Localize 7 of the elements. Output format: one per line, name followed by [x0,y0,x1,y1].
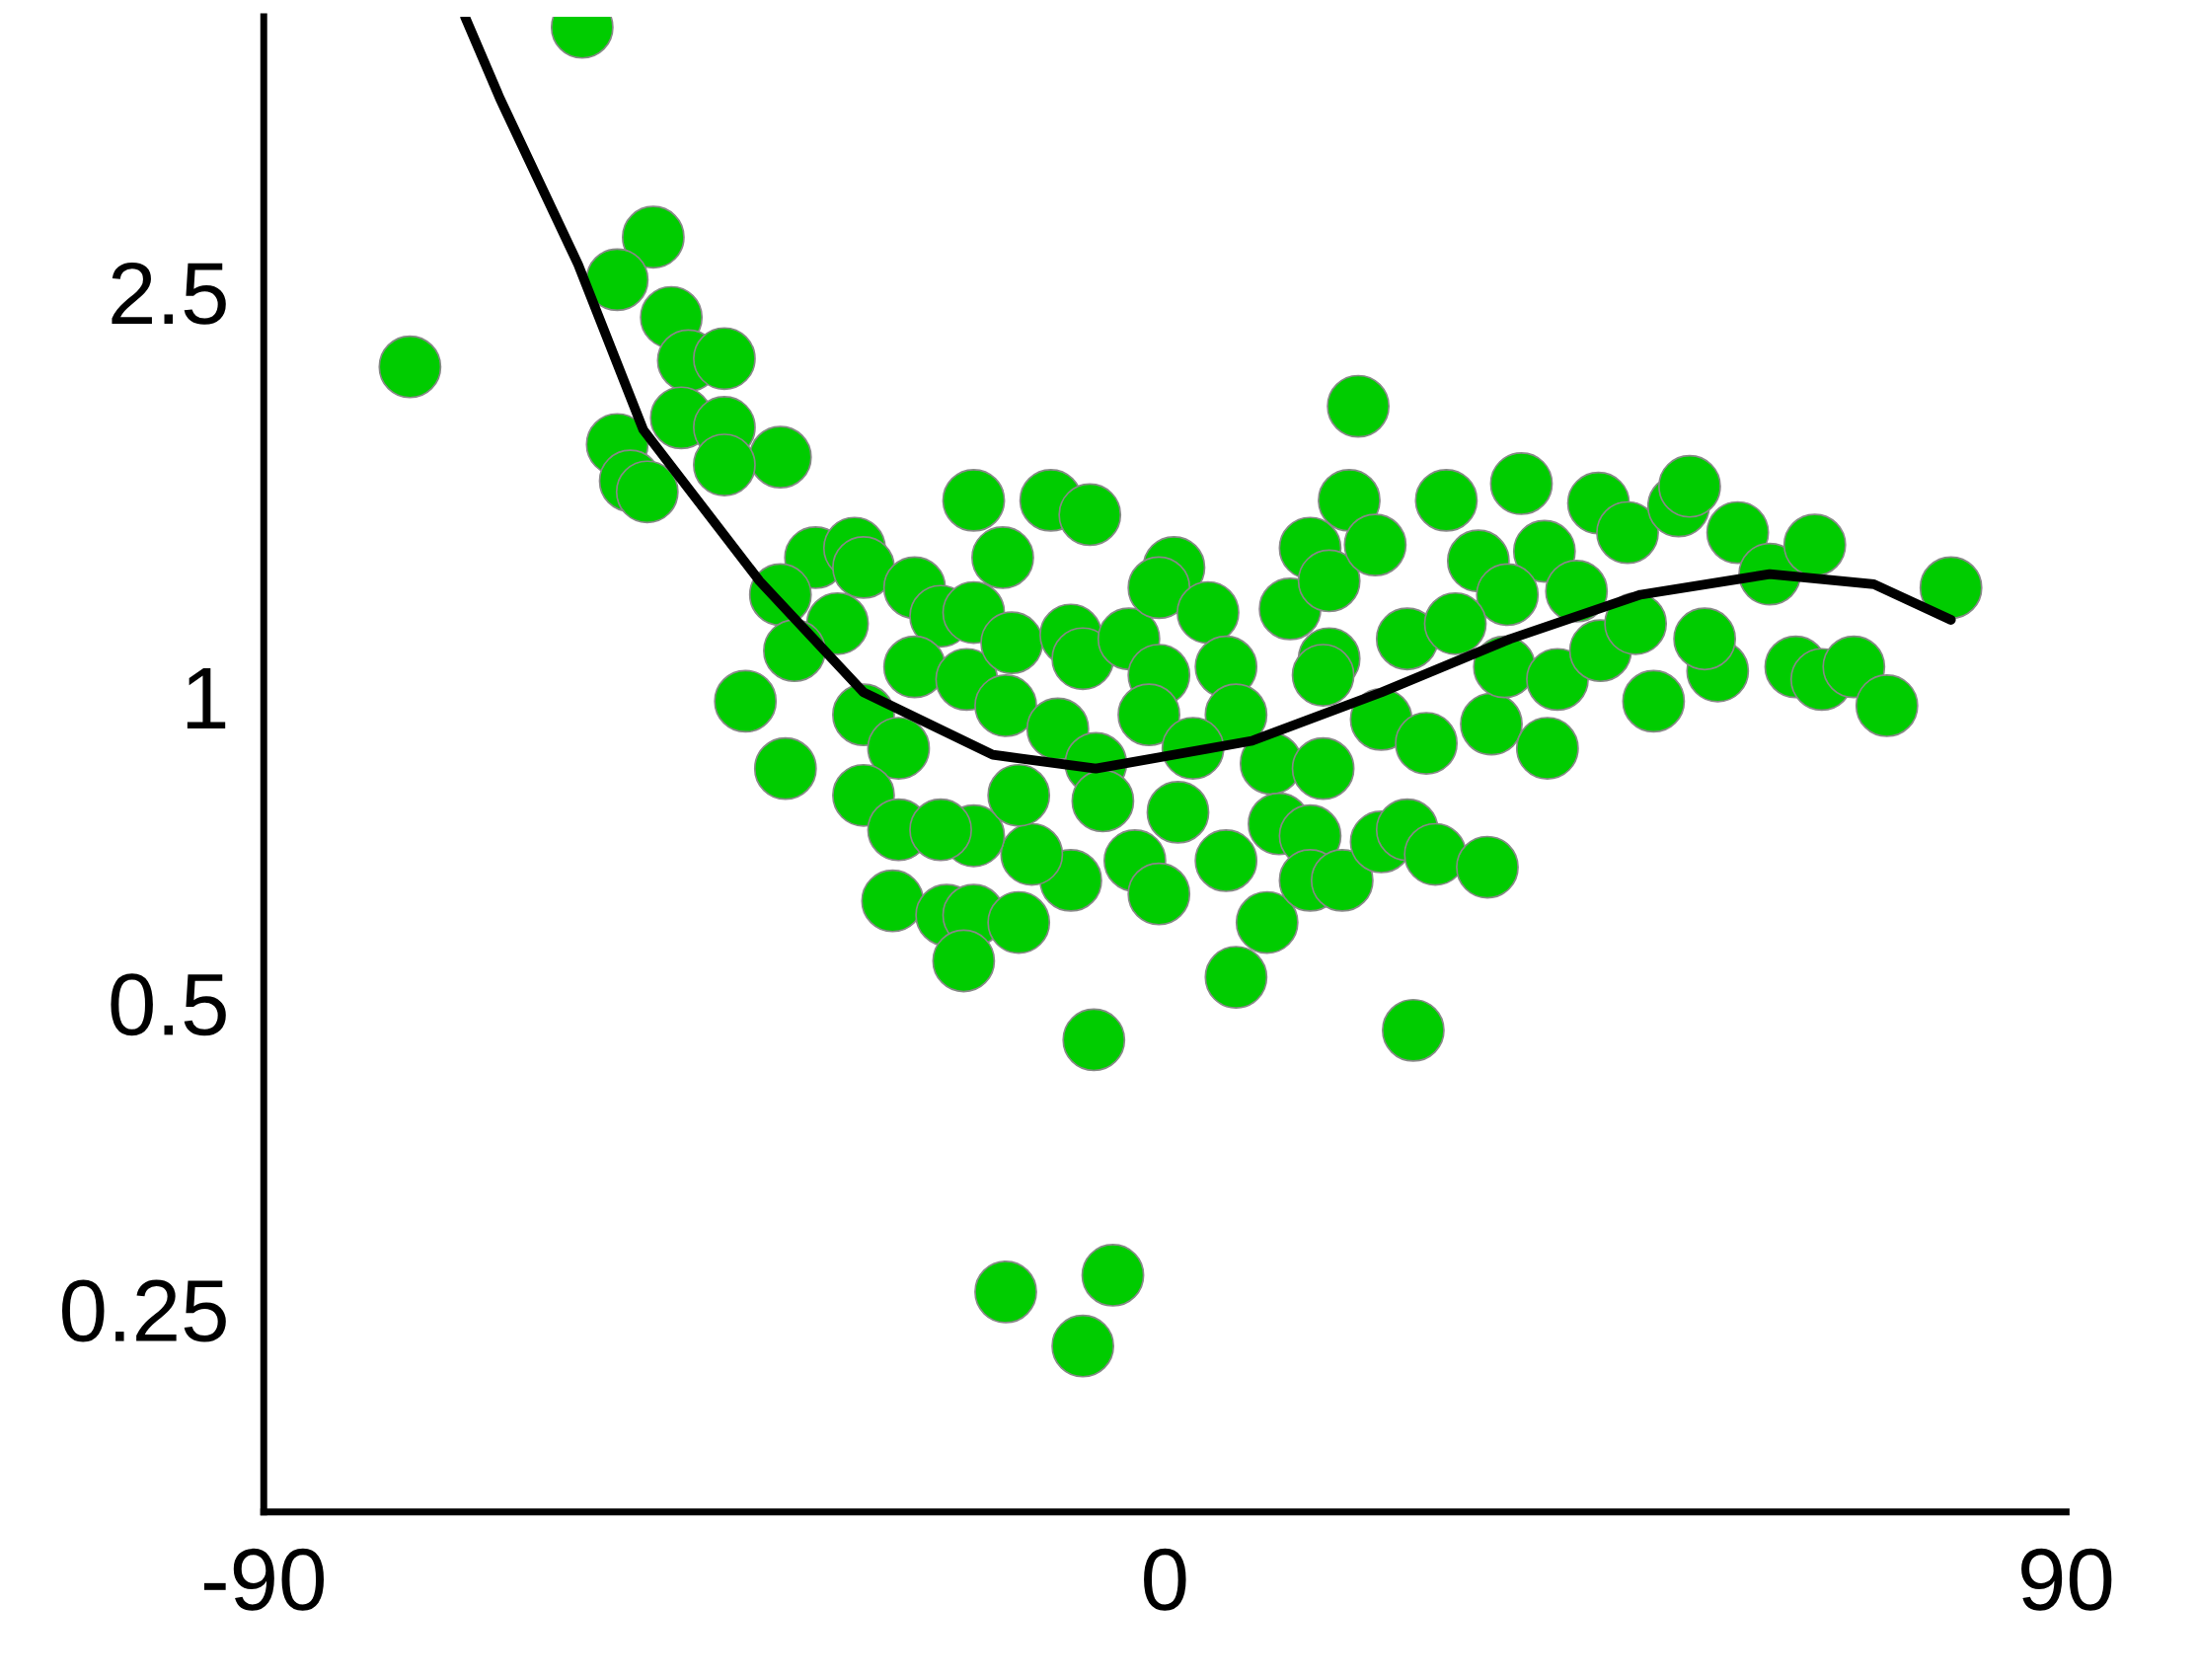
y-tick-label: 2.5 [112,262,226,325]
y-tick-label: 0.25 [62,1279,226,1342]
x-tick-label: 0 [1144,1548,1186,1611]
y-tick-label: 0.5 [111,973,226,1036]
x-tick-label: -90 [203,1548,325,1611]
y-tick-label: 1 [187,667,226,729]
x-tick-label: 90 [2021,1548,2112,1611]
